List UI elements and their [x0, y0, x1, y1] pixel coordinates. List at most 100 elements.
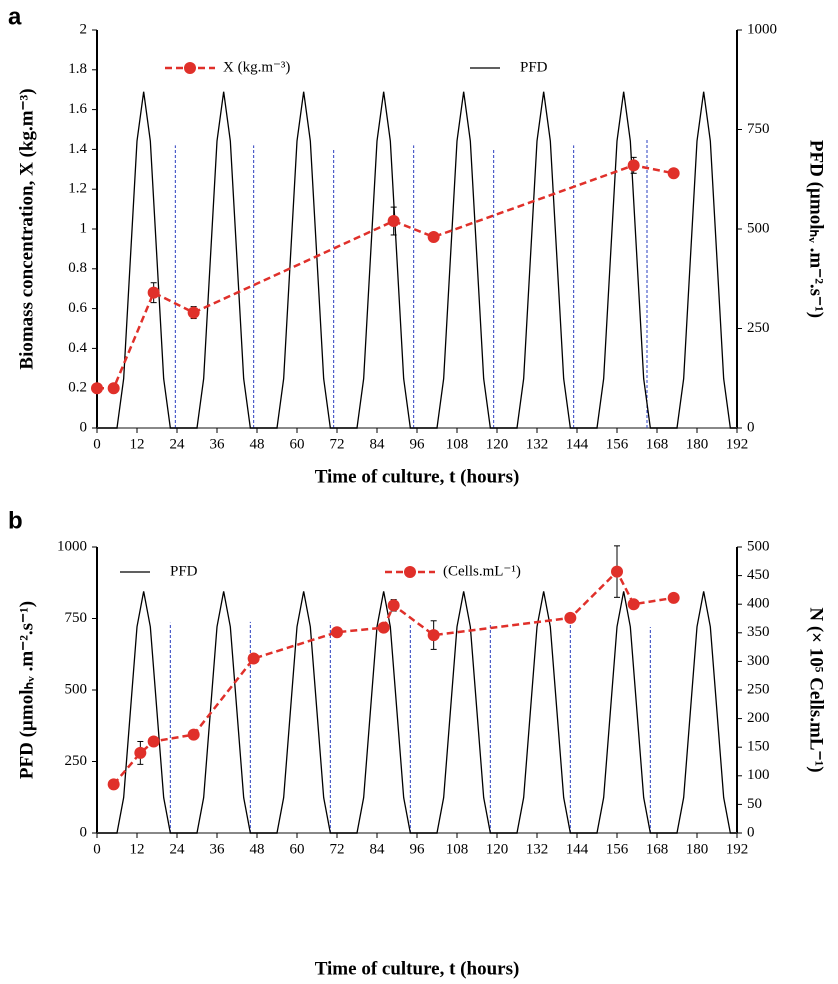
x-tick-label: 120 — [486, 436, 509, 452]
x-tick-label: 132 — [526, 841, 549, 857]
y2-tick-label: 250 — [747, 320, 770, 336]
data-point — [147, 735, 160, 748]
legend-label: PFD — [520, 59, 548, 75]
data-point — [134, 746, 147, 759]
data-point — [187, 728, 200, 741]
y-tick-label: 0 — [80, 419, 88, 435]
data-point — [427, 629, 440, 642]
x-tick-label: 72 — [330, 436, 345, 452]
x-tick-label: 48 — [250, 841, 265, 857]
series-line — [97, 164, 674, 390]
data-point — [107, 382, 120, 395]
x-tick-label: 24 — [170, 841, 186, 857]
y-tick-label: 1.6 — [68, 101, 87, 117]
x-tick-label: 12 — [130, 436, 145, 452]
legend-marker — [184, 62, 196, 74]
x-tick-label: 0 — [93, 436, 101, 452]
legend-label: X (kg.m⁻³) — [223, 59, 290, 75]
x-axis-title: Time of culture, t (hours) — [315, 958, 520, 979]
y-tick-label: 1 — [80, 220, 88, 236]
y2-tick-label: 50 — [747, 796, 762, 812]
y2-tick-label: 300 — [747, 653, 770, 669]
series-line — [97, 591, 737, 834]
x-tick-label: 120 — [486, 841, 509, 857]
x-tick-label: 60 — [290, 841, 305, 857]
x-tick-label: 144 — [566, 841, 589, 857]
x-tick-label: 156 — [606, 841, 629, 857]
data-point — [564, 611, 577, 624]
x-tick-label: 12 — [130, 841, 145, 857]
y2-tick-label: 200 — [747, 710, 770, 726]
x-tick-label: 24 — [170, 436, 186, 452]
y2-tick-label: 100 — [747, 767, 770, 783]
data-point — [187, 306, 200, 319]
x-tick-label: 48 — [250, 436, 265, 452]
x-tick-label: 144 — [566, 436, 589, 452]
y-tick-label: 0 — [80, 824, 88, 840]
data-point — [627, 159, 640, 172]
data-point — [247, 652, 260, 665]
y-tick-label: 500 — [65, 681, 88, 697]
x-tick-label: 36 — [210, 436, 226, 452]
y-tick-label: 0.6 — [68, 300, 87, 316]
data-point — [667, 167, 680, 180]
y2-axis-title: N (× 10⁵ Cells.mL⁻¹) — [806, 607, 827, 772]
y2-tick-label: 400 — [747, 596, 770, 612]
data-point — [331, 626, 343, 639]
y2-axis-title: PFD (µmolₕᵥ .m⁻².s⁻¹) — [806, 140, 827, 318]
y-tick-label: 2 — [80, 21, 88, 37]
x-tick-label: 84 — [370, 436, 386, 452]
x-tick-label: 108 — [446, 841, 469, 857]
x-tick-label: 156 — [606, 436, 629, 452]
x-tick-label: 96 — [410, 436, 426, 452]
x-tick-label: 180 — [686, 841, 709, 857]
y-tick-label: 0.8 — [68, 260, 87, 276]
data-point — [107, 778, 120, 791]
data-point — [667, 591, 680, 604]
x-tick-label: 132 — [526, 436, 549, 452]
y-tick-label: 0.2 — [68, 380, 87, 396]
y2-tick-label: 500 — [747, 220, 770, 236]
y-axis-title: Biomass concentration, X (kg.m⁻³) — [16, 88, 37, 369]
y-tick-label: 1.2 — [68, 181, 87, 197]
y-tick-label: 1.4 — [68, 141, 87, 157]
x-tick-label: 192 — [726, 841, 749, 857]
panel-letter: b — [8, 507, 23, 534]
y-tick-label: 1.8 — [68, 61, 87, 77]
y2-tick-label: 450 — [747, 567, 770, 583]
y2-tick-label: 250 — [747, 681, 770, 697]
x-axis-title: Time of culture, t (hours) — [315, 466, 520, 487]
x-tick-label: 60 — [290, 436, 305, 452]
x-tick-label: 108 — [446, 436, 469, 452]
x-tick-label: 72 — [330, 841, 345, 857]
x-tick-label: 180 — [686, 436, 709, 452]
y2-tick-label: 350 — [747, 624, 770, 640]
x-tick-label: 96 — [410, 841, 426, 857]
y-tick-label: 750 — [65, 610, 88, 626]
panel-letter: a — [8, 3, 22, 30]
x-tick-label: 36 — [210, 841, 226, 857]
y2-tick-label: 0 — [747, 419, 755, 435]
legend-marker — [404, 566, 416, 578]
series-line — [97, 91, 737, 429]
y-tick-label: 0.4 — [68, 340, 87, 356]
legend-label: (Cells.mL⁻¹) — [443, 563, 521, 579]
data-point — [627, 598, 640, 611]
x-tick-label: 168 — [646, 841, 669, 857]
y-tick-label: 1000 — [57, 538, 87, 554]
y-axis-title: PFD (µmolₕᵥ .m⁻².s⁻¹) — [16, 601, 37, 779]
x-tick-label: 168 — [646, 436, 669, 452]
y-tick-label: 250 — [65, 753, 88, 769]
y2-tick-label: 500 — [747, 538, 770, 554]
y2-tick-label: 1000 — [747, 21, 777, 37]
x-tick-label: 84 — [370, 841, 386, 857]
data-point — [91, 382, 103, 395]
data-point — [377, 621, 390, 634]
y2-tick-label: 0 — [747, 824, 755, 840]
data-point — [387, 599, 400, 612]
legend-label: PFD — [170, 563, 198, 579]
y2-tick-label: 150 — [747, 739, 770, 755]
data-point — [387, 215, 400, 228]
x-tick-label: 192 — [726, 436, 749, 452]
